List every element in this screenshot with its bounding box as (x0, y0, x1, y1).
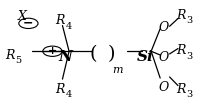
Text: X: X (18, 10, 27, 23)
Text: O: O (158, 51, 168, 64)
Text: O: O (158, 81, 168, 94)
Text: R: R (55, 83, 64, 96)
Text: Si: Si (137, 50, 153, 64)
Text: −: − (23, 17, 34, 30)
Text: (: ( (89, 45, 96, 63)
Text: R: R (176, 9, 185, 22)
Text: 5: 5 (15, 56, 21, 65)
Text: 4: 4 (65, 22, 71, 31)
Text: R: R (176, 44, 185, 57)
Text: R: R (55, 14, 64, 27)
Text: +: + (48, 46, 57, 56)
Text: 3: 3 (186, 90, 192, 99)
Text: 3: 3 (186, 52, 192, 61)
Text: 3: 3 (186, 16, 192, 25)
Text: R: R (5, 49, 15, 61)
Text: R: R (176, 83, 185, 96)
Text: 4: 4 (65, 90, 71, 99)
Text: ): ) (107, 45, 114, 63)
Text: m: m (112, 65, 122, 75)
Text: O: O (158, 21, 168, 34)
Text: N: N (58, 50, 72, 64)
